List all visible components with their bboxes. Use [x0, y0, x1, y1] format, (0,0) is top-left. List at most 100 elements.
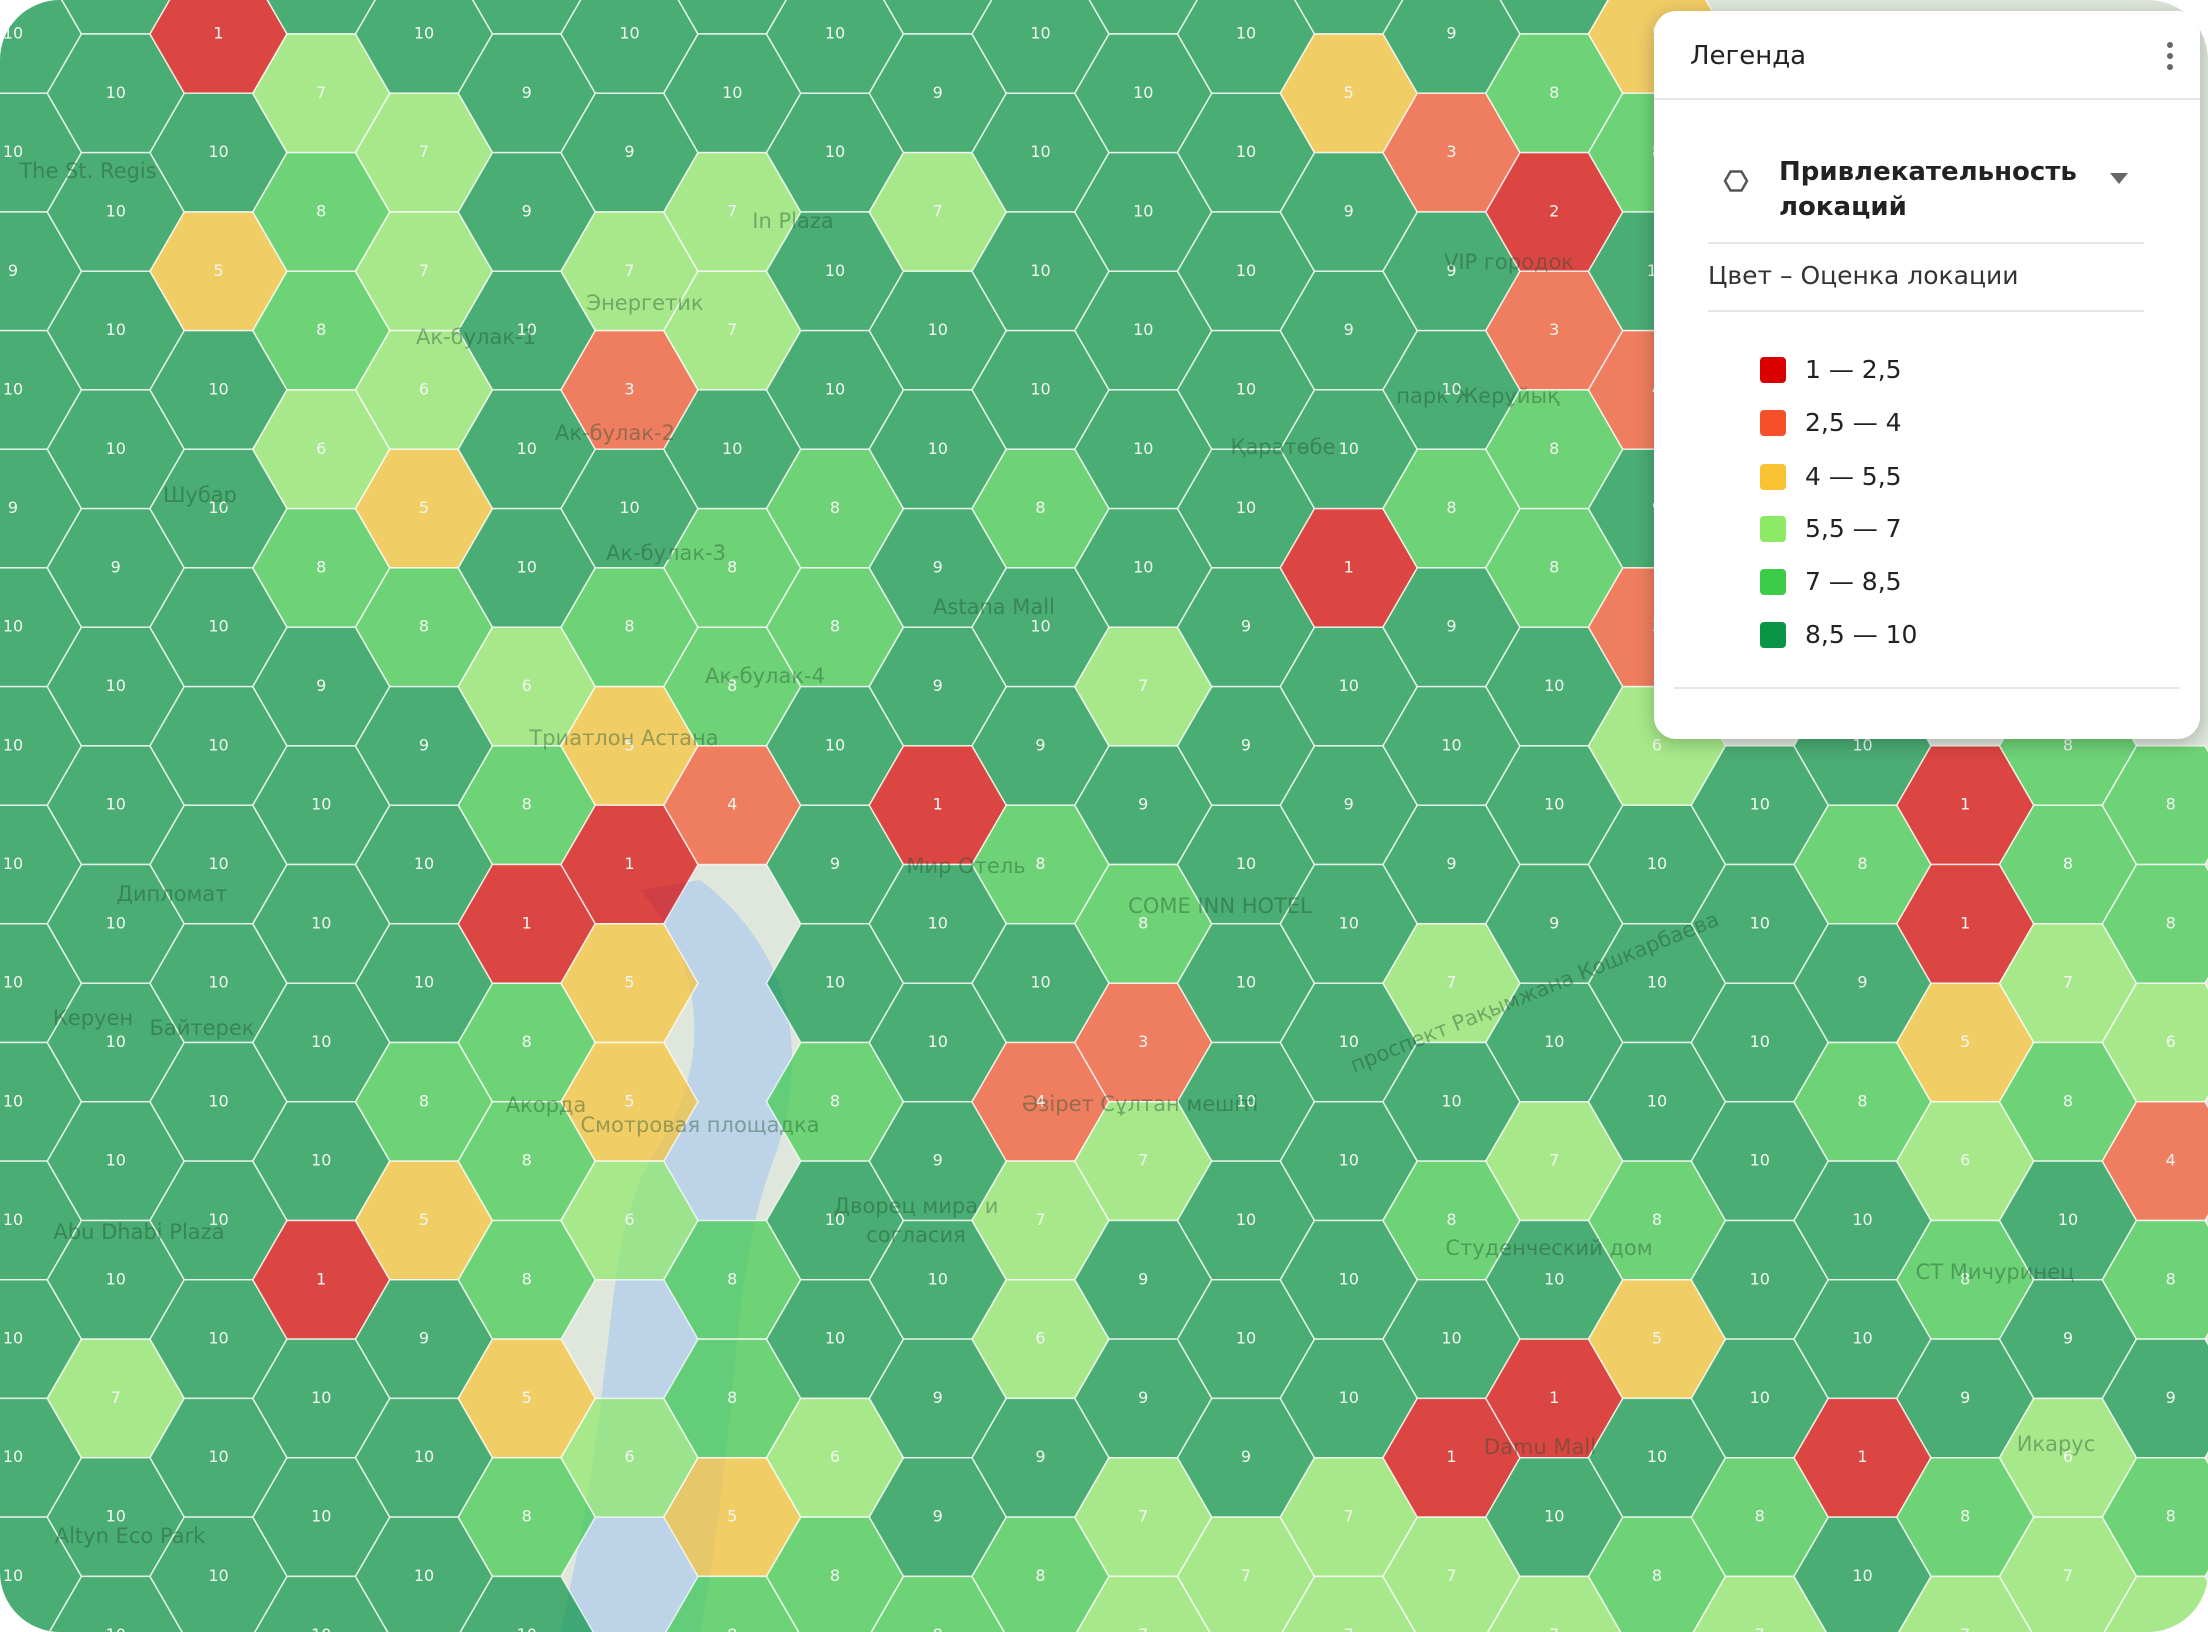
hex-value: 8: [316, 320, 326, 339]
hex-value: 1: [316, 1269, 326, 1288]
hex-value: 5: [419, 1210, 429, 1229]
hex-value: 9: [830, 854, 840, 873]
hex-value: 10: [1236, 142, 1256, 161]
hex-value: 10: [1441, 735, 1461, 754]
hex-value: 10: [208, 1091, 228, 1110]
hex-value: 10: [517, 1625, 537, 1632]
hex-value: 10: [3, 973, 23, 992]
divider: [1708, 310, 2144, 312]
hex-value: 8: [624, 617, 634, 636]
hex-value: 7: [1035, 1210, 1045, 1229]
legend-subtitle: Цвет – Оценка локации: [1708, 261, 2019, 290]
hex-value: 10: [1339, 1032, 1359, 1051]
hex-value: 3: [1446, 142, 1456, 161]
layer-name-line: локаций: [1779, 192, 1907, 222]
hex-value: 7: [624, 261, 634, 280]
legend-label: 1 — 2,5: [1805, 355, 1902, 384]
map-label: Ак-булак-3: [606, 541, 726, 565]
hex-value: 8: [2166, 913, 2176, 932]
hex-value: 9: [111, 557, 121, 576]
hex-value: 8: [727, 1388, 737, 1407]
legend-swatch: [1760, 464, 1786, 490]
hex-value: 1: [1446, 1447, 1456, 1466]
hex-value: 9: [933, 1388, 943, 1407]
map-label: Студенческий дом: [1445, 1236, 1652, 1260]
hex-value: 8: [522, 1032, 532, 1051]
hex-value: 10: [1441, 1329, 1461, 1348]
hex-value: 8: [1138, 913, 1148, 932]
hex-value: 7: [1138, 1151, 1148, 1170]
hex-value: 9: [522, 83, 532, 102]
hex-value: 9: [1857, 973, 1867, 992]
hex-value: 10: [208, 1447, 228, 1466]
hex-value: 9: [933, 1507, 943, 1526]
hex-value: 10: [825, 261, 845, 280]
hex-value: 10: [517, 557, 537, 576]
hex-value: 10: [722, 439, 742, 458]
map-label: Шубар: [163, 483, 237, 507]
map-label: Қаратөбе: [1231, 435, 1336, 459]
hex-value: 7: [2166, 1625, 2176, 1632]
hex-value: 7: [1446, 1566, 1456, 1585]
hex-value: 10: [619, 24, 639, 43]
hex-value: 9: [1138, 1388, 1148, 1407]
hex-value: 7: [1138, 676, 1148, 695]
hex-value: 10: [1750, 1269, 1770, 1288]
layer-icon: [1723, 170, 1749, 192]
hex-value: 8: [830, 498, 840, 517]
menu-button[interactable]: [2166, 41, 2174, 71]
map-label: Керуен: [53, 1006, 133, 1030]
hex-value: 10: [517, 439, 537, 458]
hex-value: 10: [928, 913, 948, 932]
hex-value: 10: [1236, 973, 1256, 992]
hex-value: 9: [419, 1329, 429, 1348]
hex-value: 10: [208, 1566, 228, 1585]
hex-value: 4: [1035, 1091, 1045, 1110]
hex-value: 10: [1852, 1329, 1872, 1348]
hex-value: 10: [3, 735, 23, 754]
hex-value: 10: [619, 498, 639, 517]
hex-value: 8: [522, 1151, 532, 1170]
map-label: Altyn Eco Park: [55, 1524, 206, 1548]
hex-value: 10: [106, 201, 126, 220]
hex-value: 7: [1755, 1625, 1765, 1632]
legend-label: 2,5 — 4: [1805, 408, 1902, 437]
legend-label: 4 — 5,5: [1805, 462, 1902, 491]
hex-value: 9: [1960, 1388, 1970, 1407]
hex-value: 7: [1138, 1507, 1148, 1526]
hex-value: 8: [727, 1269, 737, 1288]
hex-value: 10: [1339, 1151, 1359, 1170]
hex-value: 10: [1030, 617, 1050, 636]
map-label: Дипломат: [117, 882, 228, 906]
hex-value: 10: [825, 1329, 845, 1348]
hex-value: 10: [311, 1388, 331, 1407]
hex-value: 8: [727, 676, 737, 695]
hex-value: 10: [1339, 1269, 1359, 1288]
hex-value: 10: [1750, 1388, 1770, 1407]
hex-value: 10: [311, 1032, 331, 1051]
hex-value: 10: [825, 1210, 845, 1229]
map-label: Damu Mall: [1484, 1435, 1596, 1459]
hex-value: 10: [1750, 795, 1770, 814]
legend-panel: Легенда Привлекательность локаций Цвет – …: [1654, 11, 2200, 739]
hex-value: 8: [933, 1625, 943, 1632]
hex-value: 7: [727, 201, 737, 220]
hex-value: 5: [522, 1388, 532, 1407]
hex-value: 9: [1344, 795, 1354, 814]
hex-value: 1: [1344, 557, 1354, 576]
hex-value: 8: [830, 617, 840, 636]
hex-value: 10: [414, 24, 434, 43]
map-label: Abu Dhabi Plaza: [53, 1220, 224, 1244]
hex-value: 10: [1750, 1151, 1770, 1170]
hex-value: 8: [316, 557, 326, 576]
legend-swatch: [1760, 516, 1786, 542]
hex-value: 8: [316, 201, 326, 220]
hex-value: 10: [208, 1210, 228, 1229]
map-label: VIP городок: [1444, 250, 1574, 274]
layer-name[interactable]: Привлекательность локаций: [1779, 155, 2077, 225]
dropdown-arrow[interactable]: [2110, 173, 2128, 185]
hex-value: 10: [1133, 557, 1153, 576]
hex-value: 7: [1241, 1566, 1251, 1585]
